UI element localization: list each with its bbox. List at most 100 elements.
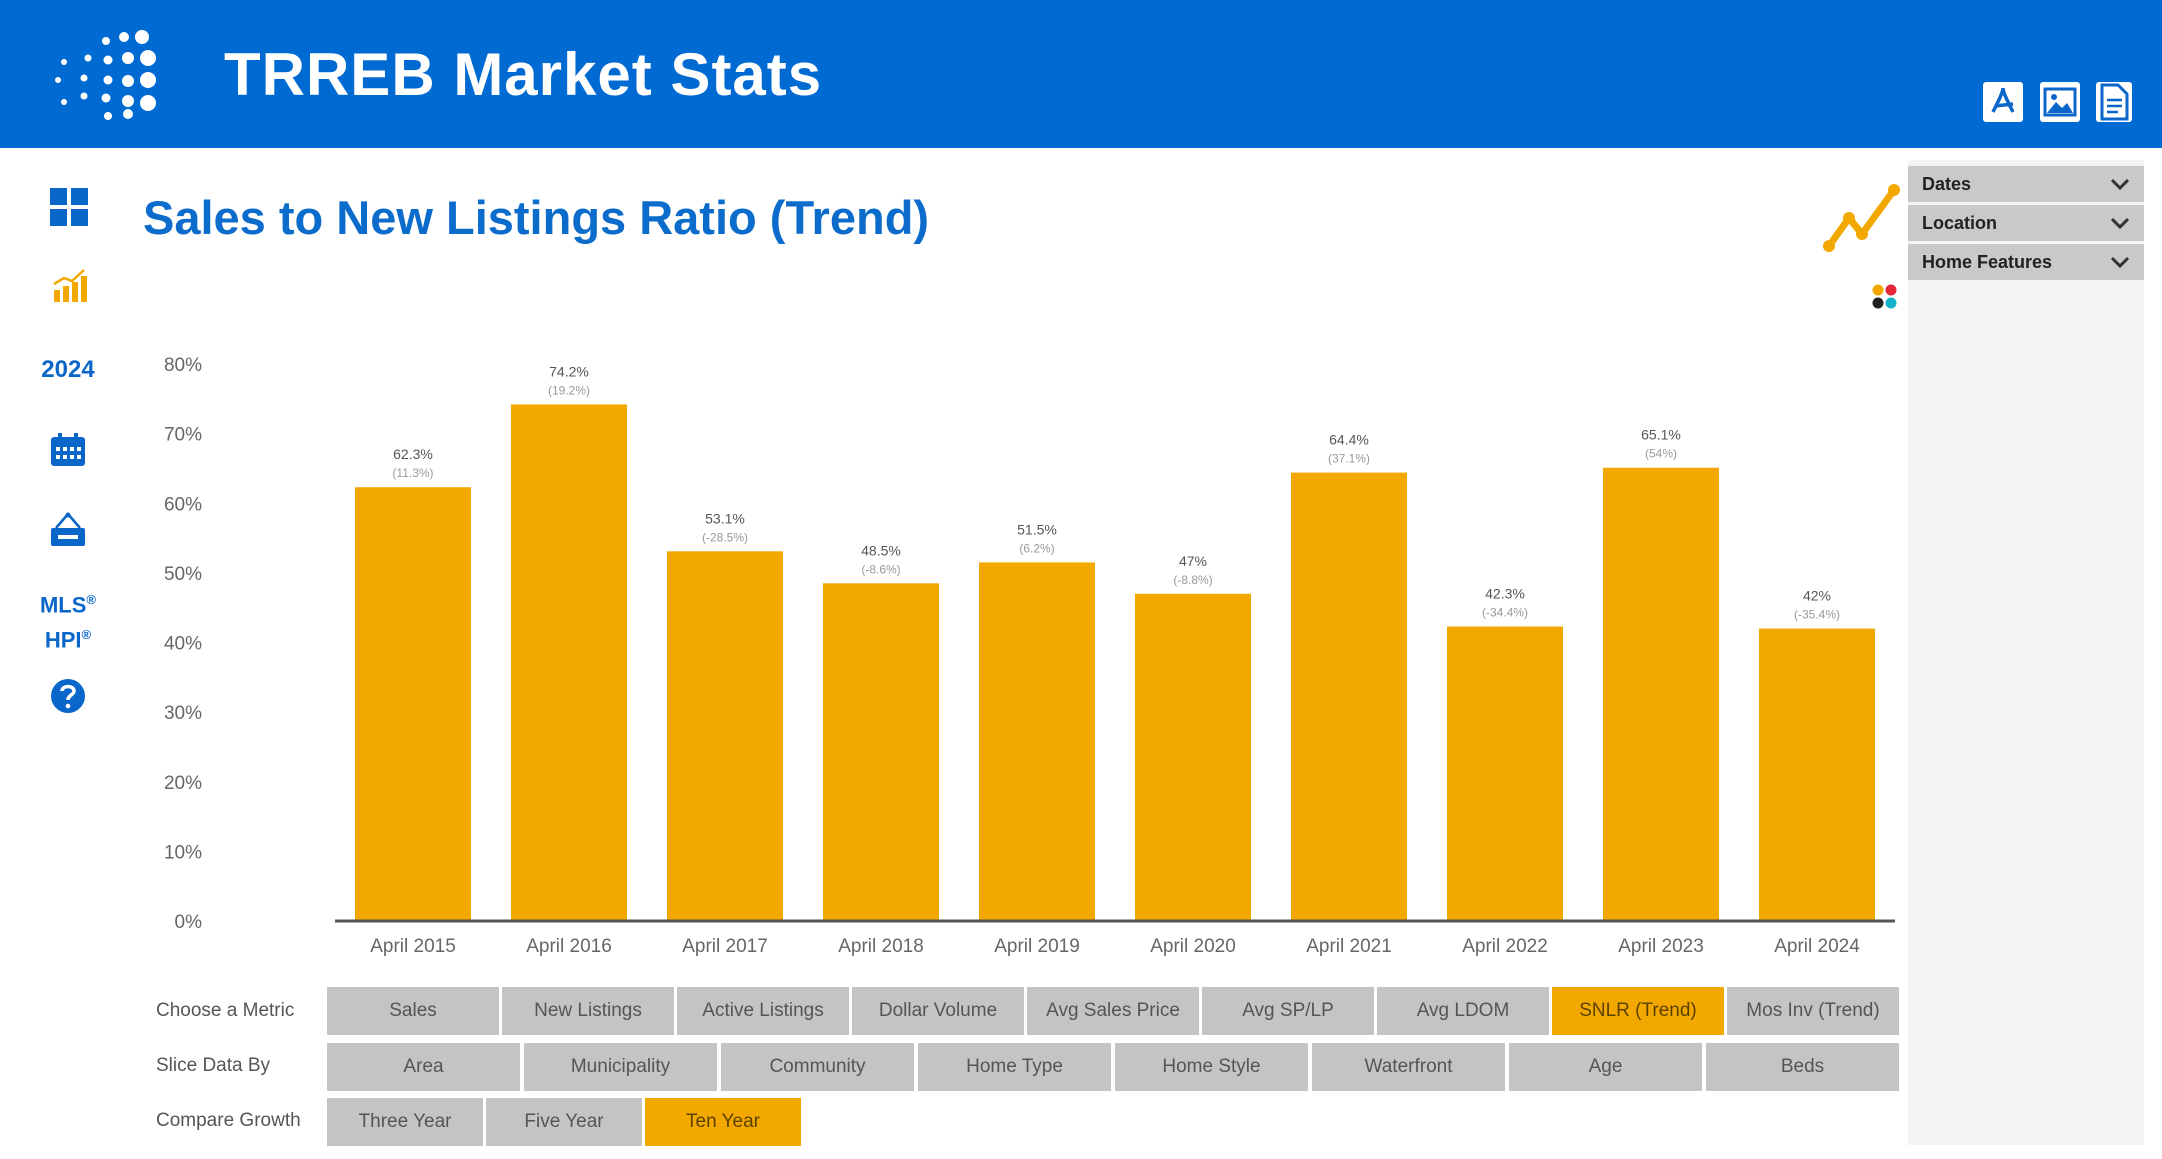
nav-dashboard-button[interactable] bbox=[50, 188, 88, 226]
x-tick-label: April 2023 bbox=[1618, 936, 1704, 957]
y-axis: 0% 10% 20% 30% 40% 50% 60% 70% 80% bbox=[164, 355, 202, 933]
document-icon bbox=[2100, 83, 2129, 121]
bar-change-label: (19.2%) bbox=[548, 383, 590, 397]
line-trend-icon bbox=[1823, 184, 1900, 252]
bars-group: 62.3% (11.3%) 74.2% (19.2%) 53.1% (-28.5%) 48.… bbox=[355, 363, 1875, 921]
metric-option-button[interactable]: Mos Inv (Trend) bbox=[1727, 987, 1899, 1035]
x-tick-label: April 2021 bbox=[1306, 936, 1392, 957]
color-palette-button[interactable] bbox=[1870, 282, 1900, 312]
bar[interactable] bbox=[979, 562, 1095, 921]
bar-value-label: 74.2% bbox=[549, 363, 589, 379]
y-tick-label: 80% bbox=[164, 355, 202, 376]
chevron-down-icon bbox=[2110, 178, 2130, 191]
calendar-icon bbox=[51, 433, 85, 466]
bar[interactable] bbox=[1291, 472, 1407, 921]
filter-location[interactable]: Location bbox=[1908, 205, 2144, 241]
app-title: TRREB Market Stats bbox=[224, 41, 823, 108]
bar-change-label: (-34.4%) bbox=[1482, 605, 1528, 619]
metric-option-button[interactable]: Avg SP/LP bbox=[1202, 987, 1374, 1035]
slice-option-button[interactable]: Home Style bbox=[1115, 1043, 1308, 1091]
nav-mls-hpi-button[interactable]: MLS® HPI® bbox=[39, 592, 97, 653]
y-tick-label: 70% bbox=[164, 425, 202, 446]
slice-option-button[interactable]: Area bbox=[327, 1043, 520, 1091]
metric-option-button[interactable]: Avg Sales Price bbox=[1027, 987, 1199, 1035]
growth-option-button[interactable]: Three Year bbox=[327, 1098, 483, 1146]
bar-value-label: 42.3% bbox=[1485, 585, 1525, 601]
y-tick-label: 40% bbox=[164, 634, 202, 655]
slice-option-button[interactable]: Municipality bbox=[524, 1043, 717, 1091]
filter-dates[interactable]: Dates bbox=[1908, 166, 2144, 202]
metric-option-button[interactable]: New Listings bbox=[502, 987, 674, 1035]
metric-option-button[interactable]: Dollar Volume bbox=[852, 987, 1024, 1035]
bar-value-label: 42% bbox=[1803, 588, 1831, 604]
slice-option-button[interactable]: Beds bbox=[1706, 1043, 1899, 1091]
growth-option-button[interactable]: Five Year bbox=[486, 1098, 642, 1146]
nav-year-button[interactable]: 2024 bbox=[41, 356, 95, 383]
grid-icon bbox=[50, 188, 88, 226]
bar[interactable] bbox=[1759, 628, 1875, 921]
bar-change-label: (-35.4%) bbox=[1794, 608, 1840, 622]
chart-type-toggle[interactable] bbox=[1822, 180, 1902, 254]
pdf-icon bbox=[1991, 87, 2015, 113]
data-export-button[interactable] bbox=[2096, 82, 2132, 122]
metric-option-button[interactable]: Sales bbox=[327, 987, 499, 1035]
nav-help-button[interactable] bbox=[50, 678, 86, 714]
slice-option-button[interactable]: Age bbox=[1509, 1043, 1702, 1091]
color-palette-icon bbox=[1872, 284, 1897, 309]
bar-value-label: 47% bbox=[1179, 553, 1207, 569]
growth-option-button[interactable]: Ten Year bbox=[645, 1098, 801, 1146]
y-tick-label: 60% bbox=[164, 494, 202, 515]
slice-option-button[interactable]: Home Type bbox=[918, 1043, 1111, 1091]
bar-chart-icon bbox=[53, 269, 87, 302]
x-tick-label: April 2024 bbox=[1774, 936, 1860, 957]
y-tick-label: 50% bbox=[164, 564, 202, 585]
bar-value-label: 62.3% bbox=[393, 446, 433, 462]
snlr-bar-chart: 0% 10% 20% 30% 40% 50% 60% 70% 80% 62.3% (11.3%) 7… bbox=[164, 355, 1895, 957]
metric-row-label: Choose a Metric bbox=[156, 1000, 295, 1021]
bar[interactable] bbox=[511, 404, 627, 921]
slice-option-button[interactable]: Community bbox=[721, 1043, 914, 1091]
nav-chart-button[interactable] bbox=[52, 268, 88, 304]
bar[interactable] bbox=[667, 551, 783, 921]
x-tick-label: April 2019 bbox=[994, 936, 1080, 957]
bar-change-label: (-8.6%) bbox=[861, 562, 900, 576]
filter-panel: Dates Location Home Features bbox=[1908, 160, 2144, 1145]
metric-option-button[interactable]: SNLR (Trend) bbox=[1552, 987, 1724, 1035]
bar-change-label: (11.3%) bbox=[392, 466, 433, 480]
help-icon bbox=[51, 679, 85, 713]
image-icon bbox=[2043, 87, 2077, 117]
page-title: Sales to New Listings Ratio (Trend) bbox=[143, 191, 930, 244]
nav-rent-button[interactable] bbox=[48, 512, 88, 548]
bar[interactable] bbox=[1135, 593, 1251, 921]
x-tick-label: April 2018 bbox=[838, 936, 924, 957]
bar[interactable] bbox=[1603, 467, 1719, 921]
slice-row-label: Slice Data By bbox=[156, 1055, 271, 1076]
y-tick-label: 10% bbox=[164, 842, 202, 863]
metric-option-button[interactable]: Avg LDOM bbox=[1377, 987, 1549, 1035]
growth-row-label: Compare Growth bbox=[156, 1110, 301, 1131]
x-tick-label: April 2016 bbox=[526, 936, 612, 957]
metric-option-button[interactable]: Active Listings bbox=[677, 987, 849, 1035]
bar-change-label: (54%) bbox=[1645, 447, 1677, 461]
pdf-export-button[interactable] bbox=[1983, 82, 2023, 122]
image-export-button[interactable] bbox=[2040, 82, 2080, 122]
trreb-logo bbox=[55, 30, 156, 120]
bar-value-label: 48.5% bbox=[861, 542, 901, 558]
header-bar: TRREB Market Stats bbox=[0, 0, 2162, 148]
nav-calendar-button[interactable] bbox=[50, 432, 86, 468]
bar-value-label: 53.1% bbox=[705, 510, 745, 526]
bar-value-label: 65.1% bbox=[1641, 427, 1681, 443]
bar[interactable] bbox=[823, 583, 939, 921]
y-tick-label: 0% bbox=[175, 912, 203, 933]
y-tick-label: 30% bbox=[164, 703, 202, 724]
x-tick-label: April 2017 bbox=[682, 936, 768, 957]
filter-home-features[interactable]: Home Features bbox=[1908, 244, 2144, 280]
bar[interactable] bbox=[1447, 626, 1563, 921]
chevron-down-icon bbox=[2110, 256, 2130, 269]
chevron-down-icon bbox=[2110, 217, 2130, 230]
bar[interactable] bbox=[355, 487, 471, 921]
slice-option-button[interactable]: Waterfront bbox=[1312, 1043, 1505, 1091]
bar-value-label: 51.5% bbox=[1017, 521, 1057, 537]
bar-change-label: (37.1%) bbox=[1328, 452, 1370, 466]
y-tick-label: 20% bbox=[164, 773, 202, 794]
